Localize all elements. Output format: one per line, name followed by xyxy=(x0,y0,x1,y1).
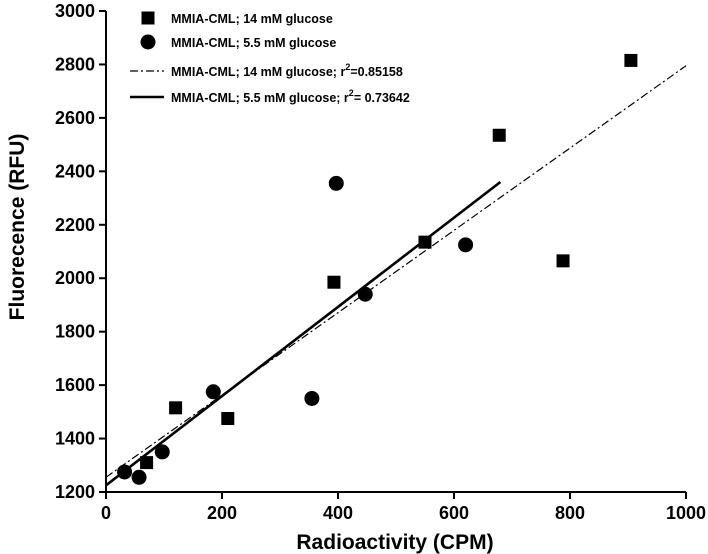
x-tick-label: 200 xyxy=(207,503,237,523)
y-tick-label: 1400 xyxy=(55,429,95,449)
data-point-5-5mm xyxy=(304,390,320,406)
y-tick-label: 2800 xyxy=(55,54,95,74)
x-tick-label: 0 xyxy=(101,503,111,523)
axes: 0 200 400 600 800 1000 1200 1400 1600 1800 2000 220… xyxy=(55,1,706,523)
legend-marker-14mm xyxy=(141,11,155,25)
legend-label: MMIA-CML; 5.5 mM glucose xyxy=(171,36,336,50)
x-tick-label: 400 xyxy=(323,503,353,523)
data-point-5-5mm xyxy=(117,464,133,480)
y-tick-label: 2400 xyxy=(55,161,95,181)
y-tick-label: 1200 xyxy=(55,482,95,502)
data-point-14mm xyxy=(327,275,341,289)
data-point-14mm xyxy=(140,456,154,470)
data-point-14mm xyxy=(624,53,638,67)
data-point-5-5mm xyxy=(154,444,170,460)
y-tick-label: 1600 xyxy=(55,375,95,395)
y-tick-label: 2600 xyxy=(55,108,95,128)
y-tick-label: 2000 xyxy=(55,268,95,288)
x-axis-title: Radioactivity (CPM) xyxy=(296,531,493,554)
legend-label: MMIA-CML; 14 mM glucose xyxy=(171,12,333,26)
fit-line-5-5mm xyxy=(105,180,502,487)
data-point-5-5mm xyxy=(131,469,147,485)
data-point-14mm xyxy=(221,412,235,426)
x-tick-label: 800 xyxy=(555,503,585,523)
x-tick-label: 600 xyxy=(439,503,469,523)
y-axis-title: Fluorecence (RFU) xyxy=(6,134,29,321)
data-point-14mm xyxy=(556,254,570,268)
legend: MMIA-CML; 14 mM glucose MMIA-CML; 5.5 mM … xyxy=(130,11,410,105)
x-tick-label: 1000 xyxy=(666,503,706,523)
legend-marker-5-5mm xyxy=(140,34,156,50)
data-point-5-5mm xyxy=(458,237,474,253)
data-point-5-5mm xyxy=(357,286,373,302)
data-point-14mm xyxy=(169,401,183,415)
y-tick-label: 2200 xyxy=(55,215,95,235)
fit-line-14mm xyxy=(105,65,687,478)
data-point-14mm xyxy=(418,235,432,249)
legend-label: MMIA-CML; 14 mM glucose; r2=0.85158 xyxy=(171,62,403,79)
data-point-14mm xyxy=(492,128,506,142)
y-tick-label: 3000 xyxy=(55,1,95,21)
plot-area xyxy=(105,53,687,487)
data-point-5-5mm xyxy=(328,175,344,191)
y-tick-label: 1800 xyxy=(55,322,95,342)
legend-label: MMIA-CML; 5.5 mM glucose; r2= 0.73642 xyxy=(171,88,410,105)
data-point-5-5mm xyxy=(205,384,221,400)
